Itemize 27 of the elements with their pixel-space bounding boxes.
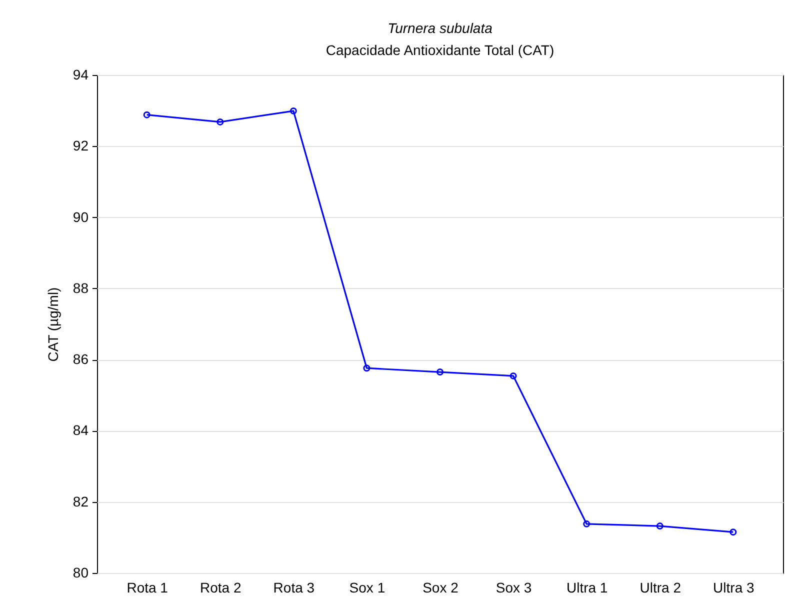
x-tick-label: Ultra 2	[640, 580, 682, 596]
chart-title: Turnera subulata	[388, 20, 493, 36]
y-tick-label: 94	[72, 66, 89, 82]
point	[363, 364, 370, 372]
point	[656, 522, 664, 530]
y-axis-title: CAT (µg/ml)	[44, 287, 61, 362]
x-tick-label: Sox 3	[496, 580, 532, 596]
x-tick-label: Ultra 3	[713, 580, 754, 596]
x-tick-label: Rota 2	[200, 580, 242, 596]
y-tick-label: 82	[72, 493, 89, 510]
x-tick-label: Ultra 1	[566, 580, 608, 596]
point	[510, 372, 517, 380]
point	[583, 520, 590, 528]
y-tick-label: 80	[72, 564, 89, 580]
x-tick-label: Rota 1	[126, 580, 168, 596]
y-tick-label: 92	[72, 138, 89, 154]
point	[216, 118, 224, 126]
x-tick-label: Sox 2	[422, 580, 459, 596]
chart-subtitle: Capacidade Antioxidante Total (CAT)	[326, 42, 554, 58]
x-tick-label: Sox 1	[349, 580, 386, 596]
x-tick-label: Rota 3	[273, 580, 315, 596]
y-tick-label: 86	[72, 351, 89, 368]
point	[436, 368, 444, 376]
point	[290, 107, 297, 114]
y-tick-label: 84	[72, 422, 89, 438]
y-tick-label: 88	[72, 280, 89, 296]
y-tick-label: 90	[72, 208, 89, 225]
